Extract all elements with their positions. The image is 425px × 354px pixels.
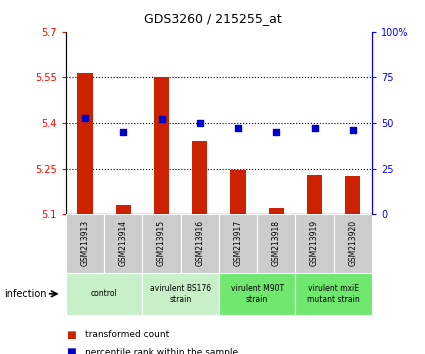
Text: GSM213917: GSM213917 [233,220,243,267]
Bar [116,205,131,214]
Text: GSM213919: GSM213919 [310,220,319,267]
Point [120,129,127,135]
Point [82,115,88,120]
Bar [219,273,295,315]
Point [158,116,165,122]
Text: transformed count: transformed count [85,330,169,339]
Bar [181,214,219,273]
Point [196,120,203,126]
Bar [230,170,246,214]
Bar [345,176,360,214]
Text: virulent M90T
strain: virulent M90T strain [230,284,284,303]
Bar [66,214,104,273]
Bar [295,273,372,315]
Bar [192,141,207,214]
Bar [77,73,93,214]
Text: control: control [91,289,117,298]
Text: virulent mxiE
mutant strain: virulent mxiE mutant strain [307,284,360,303]
Text: GSM213913: GSM213913 [80,220,90,267]
Text: GDS3260 / 215255_at: GDS3260 / 215255_at [144,12,281,25]
Bar [269,208,284,214]
Bar [154,78,169,214]
Bar [142,273,219,315]
Text: avirulent BS176
strain: avirulent BS176 strain [150,284,211,303]
Bar [219,214,257,273]
Text: GSM213914: GSM213914 [119,220,128,267]
Bar [142,214,181,273]
Bar [295,214,334,273]
Text: GSM213915: GSM213915 [157,220,166,267]
Bar [307,175,322,214]
Text: ■: ■ [66,347,76,354]
Text: GSM213916: GSM213916 [195,220,204,267]
Point [235,126,241,131]
Point [311,126,318,131]
Text: infection: infection [4,289,47,299]
Text: GSM213918: GSM213918 [272,221,281,266]
Bar [66,273,142,315]
Bar [104,214,142,273]
Point [273,129,280,135]
Text: percentile rank within the sample: percentile rank within the sample [85,348,238,354]
Bar [257,214,295,273]
Bar [334,214,372,273]
Text: ■: ■ [66,330,76,339]
Text: GSM213920: GSM213920 [348,220,357,267]
Point [349,127,356,133]
